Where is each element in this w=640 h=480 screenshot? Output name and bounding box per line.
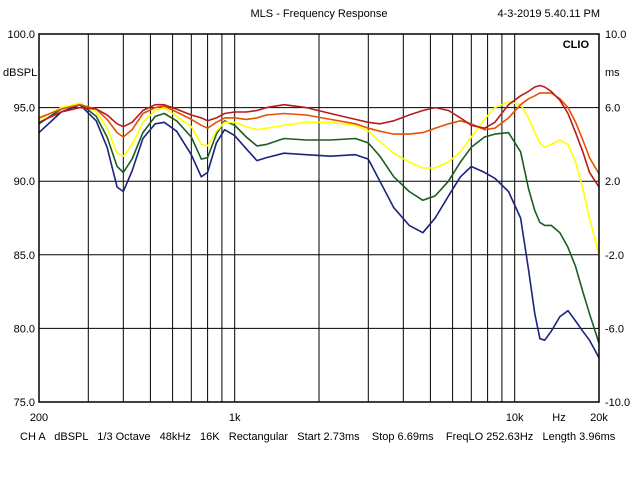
y-tick-label: 100.0 bbox=[7, 29, 35, 41]
channel: CH A bbox=[20, 431, 46, 443]
y-tick-label: 85.0 bbox=[14, 250, 35, 262]
grid bbox=[39, 34, 599, 402]
y2-tick-label: -10.0 bbox=[605, 397, 630, 409]
window-type: Rectangular bbox=[228, 431, 289, 443]
series-line bbox=[38, 92, 600, 175]
plot-frame bbox=[38, 33, 600, 403]
chart-title: MLS - Frequency Response bbox=[251, 8, 388, 20]
y2-tick-label: 10.0 bbox=[605, 29, 626, 41]
right-axis-unit: ms bbox=[605, 67, 620, 79]
sample-rate: 48kHz bbox=[159, 431, 191, 443]
x-axis-unit: Hz bbox=[552, 412, 565, 424]
right-axis-ticks: 10.0 6.0 2.0 -2.0 -6.0 -10.0 bbox=[605, 29, 630, 409]
left-axis-unit: dBSPL bbox=[3, 67, 37, 79]
units: dBSPL bbox=[54, 431, 89, 443]
smoothing: 1/3 Octave bbox=[97, 431, 151, 443]
y-tick-label: 95.0 bbox=[14, 103, 35, 115]
series-line bbox=[38, 84, 600, 188]
x-tick-label: 20k bbox=[590, 412, 608, 424]
x-tick-label: 10k bbox=[506, 412, 524, 424]
brand-label: CLIO bbox=[563, 39, 590, 51]
y-tick-label: 90.0 bbox=[14, 176, 35, 188]
series-line bbox=[38, 103, 600, 359]
y2-tick-label: -6.0 bbox=[605, 323, 624, 335]
y2-tick-label: 6.0 bbox=[605, 103, 620, 115]
fft-size: 16K bbox=[200, 431, 220, 443]
left-axis-ticks: 100.0 95.0 90.0 85.0 80.0 75.0 bbox=[7, 29, 35, 409]
x-axis-ticks: 200 1k 10k 20k bbox=[30, 412, 609, 424]
y2-tick-label: 2.0 bbox=[605, 176, 620, 188]
x-tick-label: 200 bbox=[30, 412, 48, 424]
series-layer bbox=[38, 84, 600, 359]
y-tick-label: 80.0 bbox=[14, 323, 35, 335]
series-line bbox=[38, 102, 600, 344]
timestamp: 4-3-2019 5.40.11 PM bbox=[497, 8, 600, 20]
freq-lo: FreqLO 252.63Hz bbox=[445, 431, 534, 443]
stop-time: Stop 6.69ms bbox=[371, 431, 434, 443]
y-tick-label: 75.0 bbox=[14, 397, 35, 409]
y2-tick-label: -2.0 bbox=[605, 250, 624, 262]
start-time: Start 2.73ms bbox=[297, 431, 360, 443]
x-tick-label: 1k bbox=[229, 412, 241, 424]
series-line bbox=[38, 100, 600, 255]
measurement-settings: CH A dBSPL 1/3 Octave 48kHz 16K Rectangu… bbox=[20, 431, 615, 443]
length: Length 3.96ms bbox=[542, 431, 616, 443]
